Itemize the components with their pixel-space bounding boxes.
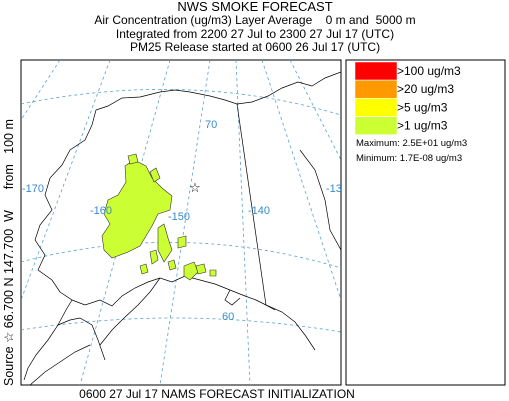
smoke-area [177, 235, 187, 249]
legend-label: >20 ug/m3 [397, 82, 454, 96]
grid-label: -150 [168, 211, 190, 223]
smoke-area [157, 223, 173, 263]
grid-label: -140 [248, 205, 270, 217]
meridian [261, 60, 341, 301]
latitude-line [21, 88, 341, 116]
grid-label: -130 [326, 183, 348, 195]
smoke-area [209, 269, 217, 277]
smoke-area [101, 159, 173, 259]
smoke-area [149, 249, 159, 265]
coastline [57, 317, 106, 361]
legend-swatch [354, 116, 398, 135]
source-label: Source ☆ 66.700 N 147.700 W from 100 m [2, 119, 16, 386]
coastline [29, 344, 91, 385]
coastline [23, 109, 97, 381]
coastline [99, 277, 161, 346]
smoke-area [139, 263, 149, 275]
coastline [71, 275, 316, 351]
grid-label: -170 [22, 183, 44, 195]
grid-label: 70 [205, 119, 217, 131]
coastline [299, 149, 341, 251]
grid-label: 60 [222, 311, 234, 323]
smoke-area [195, 263, 207, 275]
legend-label: >1 ug/m3 [397, 119, 448, 133]
smoke-area [127, 153, 139, 165]
legend-label: >5 ug/m3 [397, 100, 448, 114]
footer: 0600 27 Jul 17 NAMS FORECAST INITIALIZAT… [79, 387, 355, 401]
title: NWS SMOKE FORECAST [177, 0, 332, 14]
map-content: 70 -170 -160 -150 -140 -130 60 ☆ [21, 60, 348, 385]
legend: Maximum: 2.5E+01 ug/m3 Minimum: 1.7E-08 … [345, 59, 506, 386]
smoke-area [183, 261, 199, 281]
legend-minimum: Minimum: 1.7E-08 ug/m3 [356, 153, 462, 164]
smoke-area [167, 259, 177, 271]
source-marker: ☆ [189, 180, 201, 195]
legend-swatch [354, 98, 398, 117]
smoke-area [149, 167, 161, 183]
legend-swatch [354, 79, 398, 99]
coastline [224, 289, 241, 306]
map-frame [20, 59, 342, 386]
legend-label: >100 ug/m3 [397, 64, 461, 78]
legend-swatch [354, 61, 398, 81]
subtitle: Air Concentration (ug/m3) Layer Average … [94, 13, 415, 27]
latitude-line [21, 242, 341, 269]
grid-label: -160 [90, 205, 112, 217]
map: 70 -170 -160 -150 -140 -130 60 ☆ [20, 59, 348, 386]
header: NWS SMOKE FORECAST Air Concentration (ug… [94, 0, 415, 54]
smoke-plume [101, 153, 217, 281]
subtitle: PM25 Release started at 0600 26 Jul 17 (… [130, 40, 380, 54]
meridian [21, 60, 111, 301]
meridian [289, 60, 341, 161]
meridian [159, 60, 211, 385]
subtitle: Integrated from 2200 27 Jul to 2300 27 J… [116, 27, 394, 41]
coastline [95, 71, 341, 111]
legend-maximum: Maximum: 2.5E+01 ug/m3 [356, 138, 467, 149]
